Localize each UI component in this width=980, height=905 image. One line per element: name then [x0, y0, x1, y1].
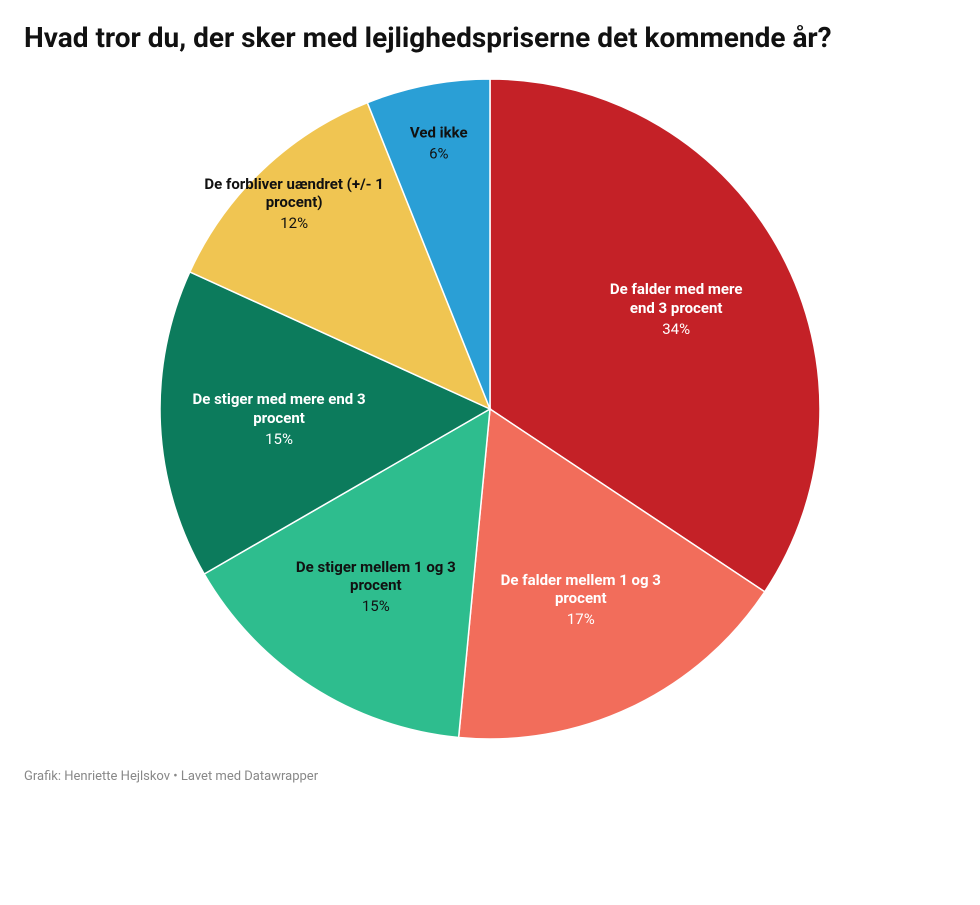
chart-footer: Grafik: Henriette Hejlskov • Lavet med D…	[24, 769, 956, 784]
chart-container: De falder med mere end 3 procent34%De fa…	[24, 79, 956, 739]
chart-title: Hvad tror du, der sker med lejlighedspri…	[24, 20, 956, 55]
pie-chart: De falder med mere end 3 procent34%De fa…	[160, 79, 820, 739]
